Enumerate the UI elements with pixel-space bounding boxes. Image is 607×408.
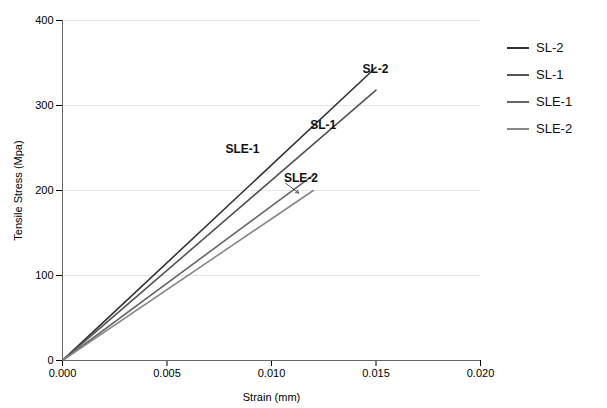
- svg-text:0: 0: [47, 354, 53, 366]
- svg-text:SLE-1: SLE-1: [226, 142, 260, 156]
- svg-text:0.010: 0.010: [258, 367, 286, 379]
- svg-text:0.015: 0.015: [362, 367, 390, 379]
- html-text:SLE-1: SLE-1: [536, 94, 573, 109]
- svg-text:Strain (mm): Strain (mm): [243, 391, 300, 403]
- html-text:SLE-2: SLE-2: [536, 121, 573, 136]
- svg-text:SL-2: SL-2: [362, 62, 388, 76]
- svg-text:400: 400: [35, 14, 53, 26]
- html-text:SL-1: SL-1: [536, 67, 564, 82]
- svg-text:Tensile Stress (Mpa): Tensile Stress (Mpa): [12, 140, 24, 240]
- svg-text:0.020: 0.020: [467, 367, 495, 379]
- svg-text:300: 300: [35, 99, 53, 111]
- svg-text:100: 100: [35, 269, 53, 281]
- svg-text:SLE-2: SLE-2: [284, 171, 318, 185]
- svg-text:0.000: 0.000: [49, 367, 77, 379]
- svg-text:200: 200: [35, 184, 53, 196]
- svg-text:0.005: 0.005: [153, 367, 181, 379]
- svg-text:SL-1: SL-1: [310, 118, 336, 132]
- html-text:SL-2: SL-2: [536, 40, 564, 55]
